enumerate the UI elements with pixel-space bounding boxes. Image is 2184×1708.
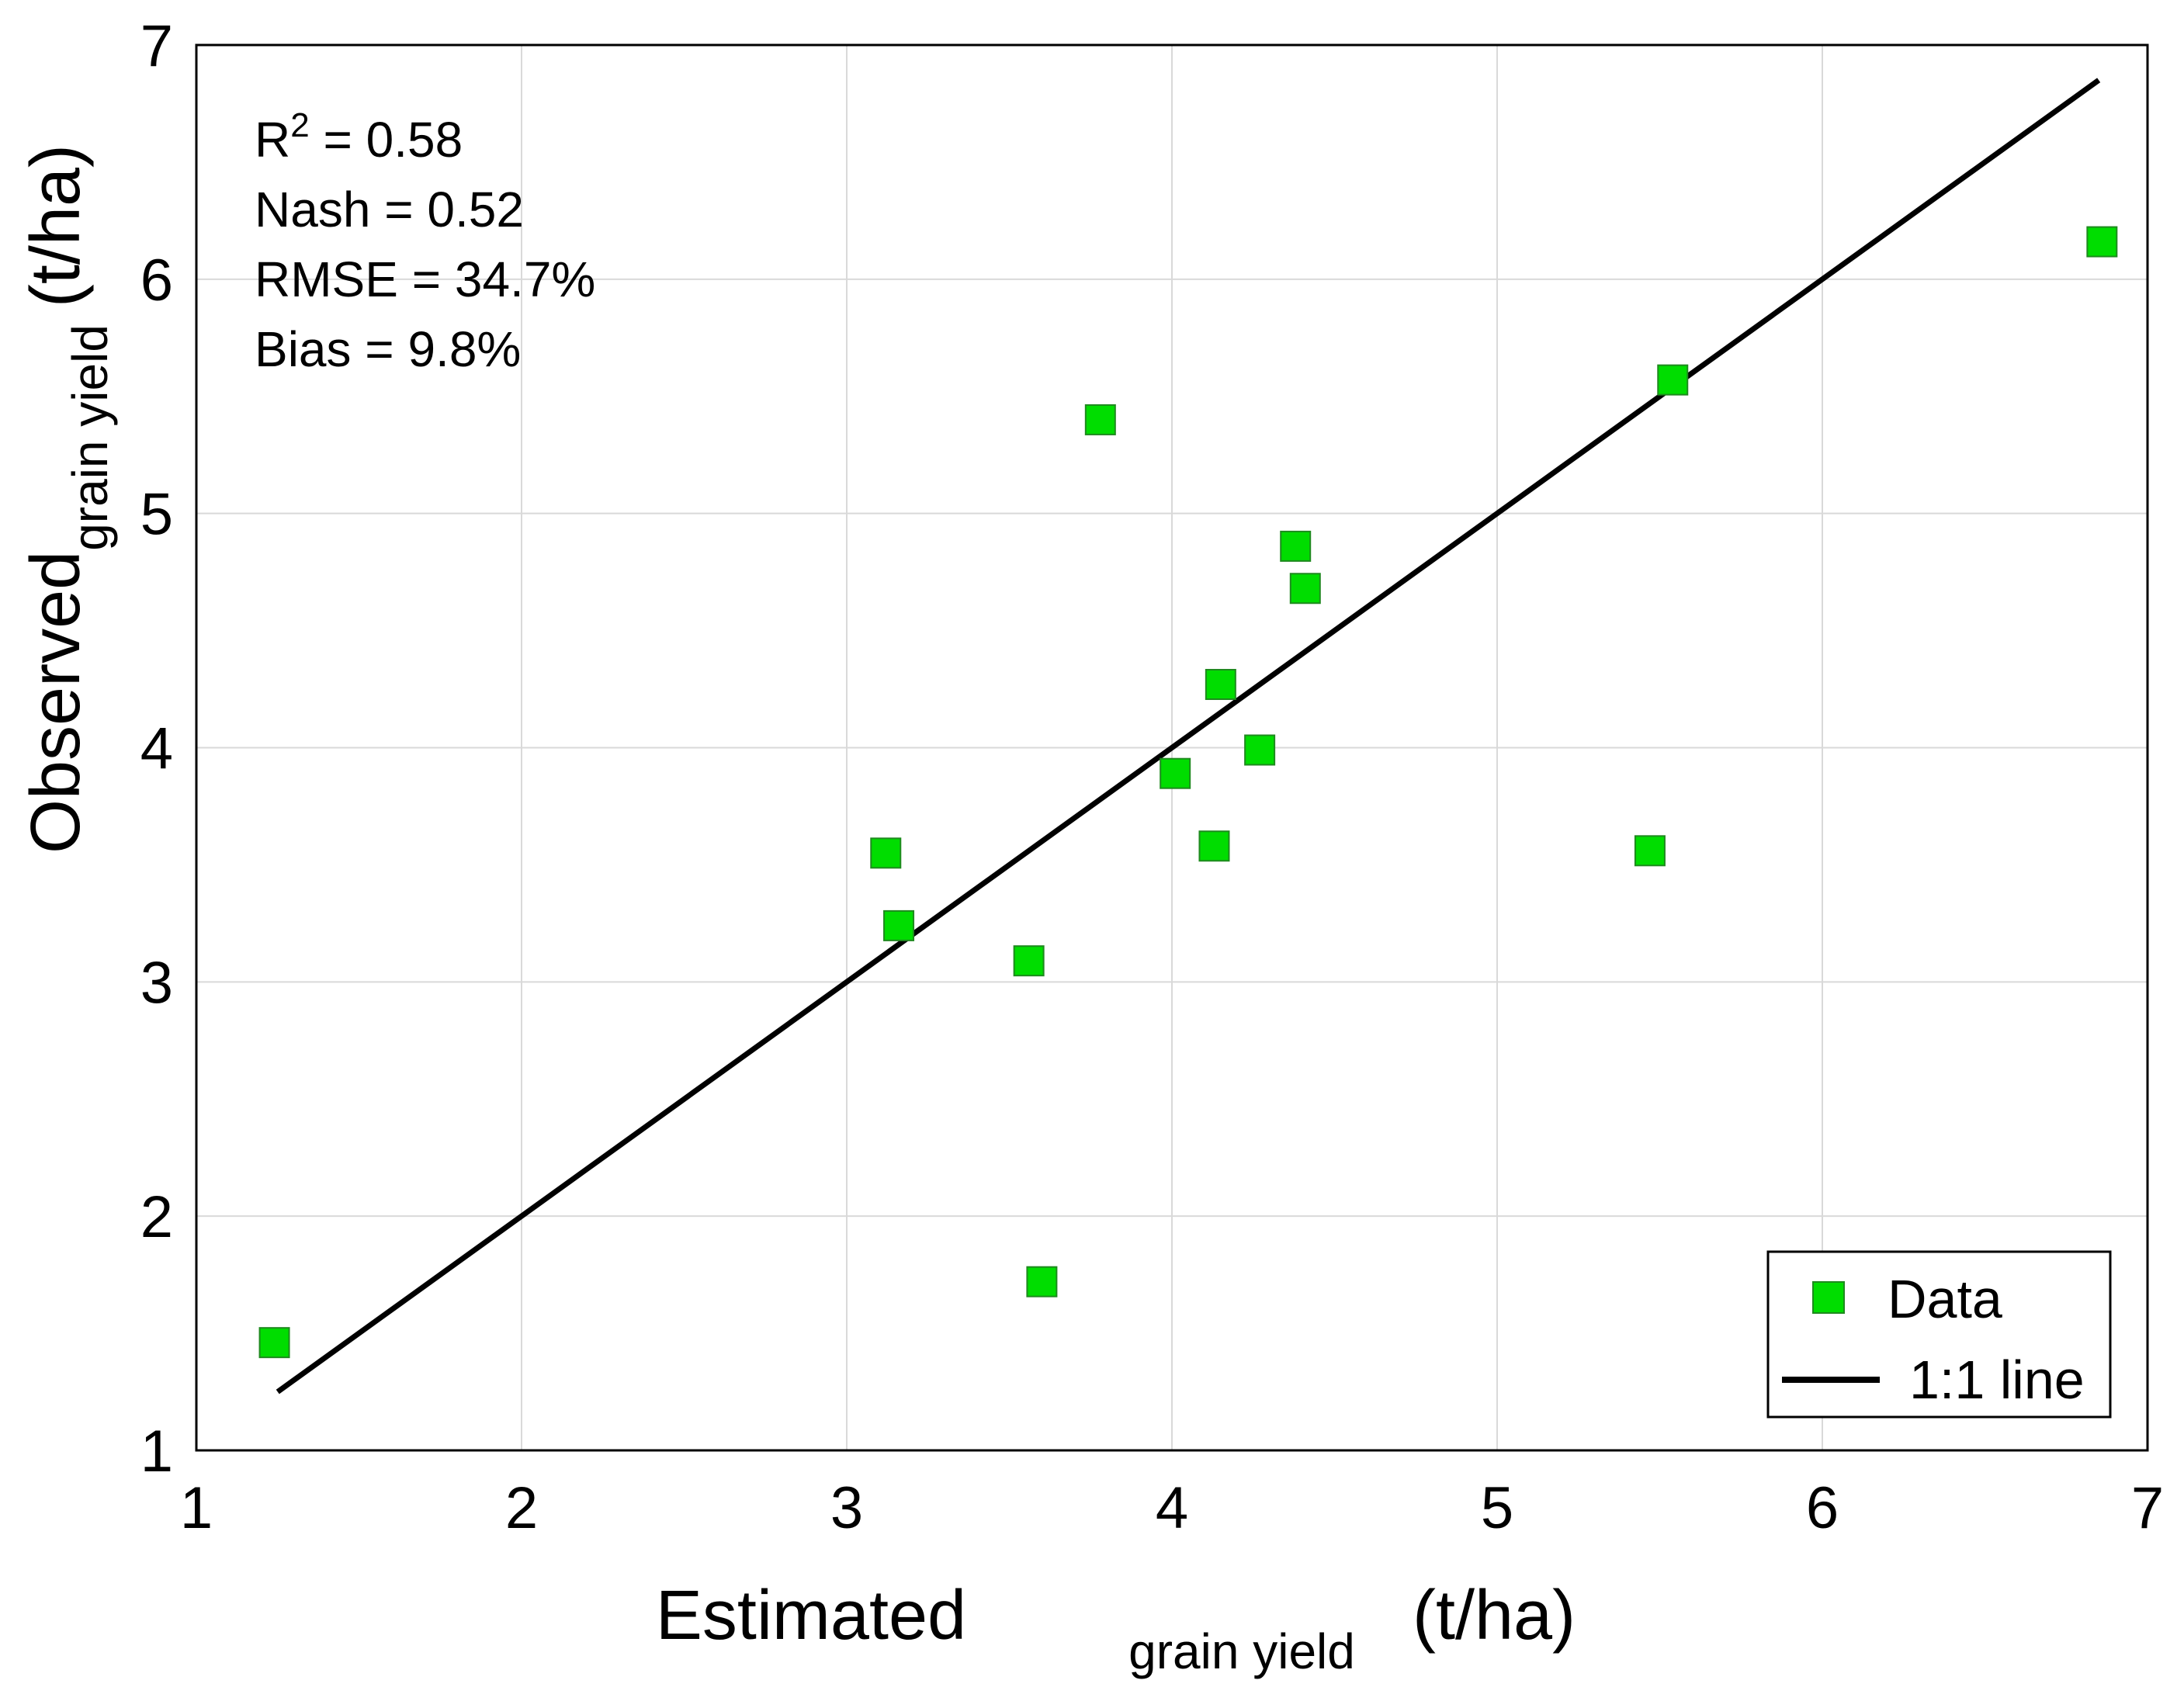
- data-point: [258, 1327, 290, 1359]
- data-point: [1657, 364, 1689, 396]
- data-point: [1634, 835, 1666, 867]
- legend-box: [1766, 1250, 2112, 1419]
- series-lines: [276, 78, 2101, 1394]
- data-point: [1205, 669, 1236, 701]
- x-tick-label: 1: [180, 1475, 213, 1541]
- legend: Data 1:1 line: [1766, 1250, 2112, 1419]
- x-tick-labels: 1 2 3 4 5 6 7: [180, 1475, 2164, 1541]
- legend-label-data: Data: [1888, 1269, 2002, 1329]
- nash-annotation: Nash = 0.52: [255, 182, 524, 237]
- y-tick-label: 7: [140, 13, 173, 79]
- data-point: [870, 837, 902, 869]
- data-point: [1244, 734, 1276, 766]
- plot-frame: [195, 43, 2149, 1452]
- y-tick-labels: 1 2 3 4 5 6 7: [140, 13, 173, 1485]
- y-tick-label: 5: [140, 482, 173, 548]
- data-point: [883, 909, 915, 941]
- y-tick-label: 1: [140, 1419, 173, 1485]
- x-tick-label: 4: [1156, 1475, 1188, 1541]
- bias-annotation: Bias = 9.8%: [255, 321, 521, 377]
- x-tick-label: 7: [2131, 1475, 2164, 1541]
- data-point: [1289, 573, 1321, 605]
- x-axis-label-subscript: grain yield: [1128, 1623, 1355, 1679]
- y-axis-label-group: Observedgrain yield(t/ha): [17, 144, 118, 854]
- data-point: [1084, 404, 1116, 435]
- data-point: [2086, 226, 2118, 258]
- x-axis-unit: (t/ha): [1413, 1577, 1576, 1654]
- legend-marker-data: [1812, 1281, 1845, 1314]
- data-point: [1280, 530, 1312, 562]
- rmse-annotation: RMSE = 34.7%: [255, 251, 595, 307]
- data-point: [1026, 1266, 1058, 1297]
- r2-annotation: R2 = 0.58: [255, 106, 463, 168]
- y-axis-label: Observedgrain yield(t/ha): [17, 144, 118, 854]
- data-point: [1198, 830, 1230, 862]
- y-tick-label: 6: [140, 248, 173, 314]
- y-tick-label: 3: [140, 950, 173, 1016]
- y-tick-label: 4: [140, 716, 173, 782]
- x-axis-label: Estimated: [656, 1577, 966, 1654]
- x-tick-label: 6: [1806, 1475, 1839, 1541]
- x-tick-label: 3: [830, 1475, 863, 1541]
- series-points: [258, 226, 2118, 1359]
- x-tick-label: 2: [505, 1475, 538, 1541]
- y-tick-label: 2: [140, 1184, 173, 1250]
- one-to-one-line: [276, 78, 2101, 1394]
- data-point: [1160, 757, 1191, 789]
- x-tick-label: 5: [1481, 1475, 1513, 1541]
- legend-label-line: 1:1 line: [1909, 1349, 2085, 1410]
- data-point: [1013, 945, 1045, 977]
